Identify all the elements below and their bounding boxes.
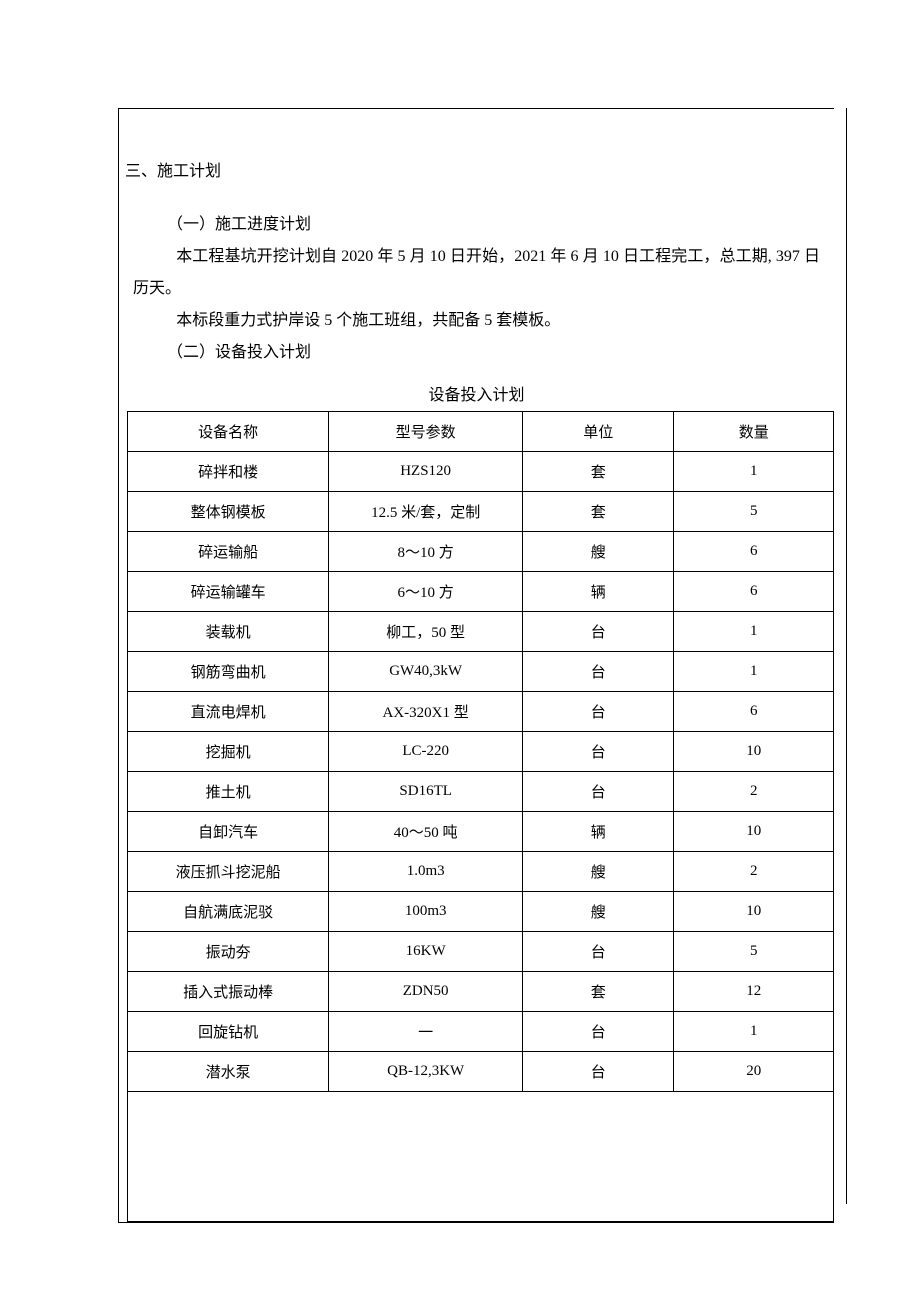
table-cell: GW40,3kW	[329, 652, 523, 692]
table-cell: 10	[674, 892, 834, 932]
table-cell: 6	[674, 572, 834, 612]
sub-heading-2: （二）设备投入计划	[119, 337, 834, 369]
table-cell: 潜水泵	[128, 1052, 329, 1092]
table-cell: 5	[674, 932, 834, 972]
table-cell: 挖掘机	[128, 732, 329, 772]
table-cell: 台	[522, 1012, 674, 1052]
table-cell: 6	[674, 692, 834, 732]
table-cell: 自卸汽车	[128, 812, 329, 852]
table-cell: 推土机	[128, 772, 329, 812]
table-cell: HZS120	[329, 452, 523, 492]
table-cell: 辆	[522, 572, 674, 612]
table-row: 钢筋弯曲机GW40,3kW台1	[128, 652, 834, 692]
table-cell: 2	[674, 772, 834, 812]
table-cell: 液压抓斗挖泥船	[128, 852, 329, 892]
table-cell: 台	[522, 652, 674, 692]
table-cell: 回旋钻机	[128, 1012, 329, 1052]
table-header-cell: 单位	[522, 412, 674, 452]
table-row: 自卸汽车40～50 吨辆10	[128, 812, 834, 852]
table-cell: LC-220	[329, 732, 523, 772]
table-cell: 1	[674, 452, 834, 492]
table-spacer-cell	[128, 1092, 834, 1222]
table-caption: 设备投入计划	[119, 381, 834, 405]
table-cell: 台	[522, 1052, 674, 1092]
table-cell: SD16TL	[329, 772, 523, 812]
table-cell: 6	[674, 532, 834, 572]
table-cell: 一	[329, 1012, 523, 1052]
table-row: 装载机柳工，50 型台1	[128, 612, 834, 652]
table-row: 插入式振动棒ZDN50套12	[128, 972, 834, 1012]
table-cell: 艘	[522, 532, 674, 572]
table-cell: AX-320X1 型	[329, 692, 523, 732]
table-cell: 20	[674, 1052, 834, 1092]
table-row: 碎运输罐车6～10 方辆6	[128, 572, 834, 612]
table-row: 回旋钻机一台1	[128, 1012, 834, 1052]
content-area: 三、施工计划 （一）施工进度计划 本工程基坑开挖计划自 2020 年 5 月 1…	[119, 109, 834, 1222]
table-cell: 装载机	[128, 612, 329, 652]
table-row: 推土机SD16TL台2	[128, 772, 834, 812]
table-row: 潜水泵QB-12,3KW台20	[128, 1052, 834, 1092]
table-row: 碎拌和楼HZS120套1	[128, 452, 834, 492]
page-frame: 三、施工计划 （一）施工进度计划 本工程基坑开挖计划自 2020 年 5 月 1…	[118, 108, 834, 1223]
table-header-cell: 型号参数	[329, 412, 523, 452]
table-cell: 整体钢模板	[128, 492, 329, 532]
equipment-table: 设备名称 型号参数 单位 数量 碎拌和楼HZS120套1整体钢模板12.5 米/…	[127, 411, 834, 1222]
sub-heading-1: （一）施工进度计划	[119, 209, 834, 241]
table-cell: 12.5 米/套，定制	[329, 492, 523, 532]
table-body: 碎拌和楼HZS120套1整体钢模板12.5 米/套，定制套5碎运输船8～10 方…	[128, 452, 834, 1222]
table-cell: 1	[674, 1012, 834, 1052]
table-row: 挖掘机LC-220台10	[128, 732, 834, 772]
table-row: 直流电焊机AX-320X1 型台6	[128, 692, 834, 732]
table-header-row: 设备名称 型号参数 单位 数量	[128, 412, 834, 452]
table-cell: 碎运输罐车	[128, 572, 329, 612]
table-cell: 台	[522, 732, 674, 772]
right-border	[846, 108, 847, 1204]
table-cell: 1	[674, 612, 834, 652]
table-cell: 套	[522, 452, 674, 492]
table-cell: 100m3	[329, 892, 523, 932]
section-heading: 三、施工计划	[119, 157, 834, 181]
table-cell: 1.0m3	[329, 852, 523, 892]
table-cell: 钢筋弯曲机	[128, 652, 329, 692]
table-cell: 台	[522, 692, 674, 732]
table-header-cell: 数量	[674, 412, 834, 452]
table-cell: 12	[674, 972, 834, 1012]
table-cell: 碎运输船	[128, 532, 329, 572]
table-cell: 6～10 方	[329, 572, 523, 612]
table-row: 振动夯16KW台5	[128, 932, 834, 972]
table-cell: 2	[674, 852, 834, 892]
table-cell: 辆	[522, 812, 674, 852]
table-row: 整体钢模板12.5 米/套，定制套5	[128, 492, 834, 532]
table-spacer-row	[128, 1092, 834, 1222]
table-header-cell: 设备名称	[128, 412, 329, 452]
table-cell: 自航满底泥驳	[128, 892, 329, 932]
table-cell: 套	[522, 972, 674, 1012]
table-cell: 10	[674, 812, 834, 852]
table-row: 液压抓斗挖泥船1.0m3艘2	[128, 852, 834, 892]
table-cell: 柳工，50 型	[329, 612, 523, 652]
table-cell: 艘	[522, 852, 674, 892]
paragraph-2: 本标段重力式护岸设 5 个施工班组，共配备 5 套模板。	[119, 305, 834, 337]
paragraph-1: 本工程基坑开挖计划自 2020 年 5 月 10 日开始，2021 年 6 月 …	[119, 241, 834, 305]
table-cell: 艘	[522, 892, 674, 932]
table-cell: 1	[674, 652, 834, 692]
table-cell: 碎拌和楼	[128, 452, 329, 492]
table-cell: 振动夯	[128, 932, 329, 972]
table-cell: 直流电焊机	[128, 692, 329, 732]
table-cell: QB-12,3KW	[329, 1052, 523, 1092]
table-cell: 插入式振动棒	[128, 972, 329, 1012]
table-cell: 40～50 吨	[329, 812, 523, 852]
table-cell: 台	[522, 772, 674, 812]
table-cell: 16KW	[329, 932, 523, 972]
table-cell: 台	[522, 612, 674, 652]
table-cell: 5	[674, 492, 834, 532]
table-cell: 台	[522, 932, 674, 972]
table-cell: ZDN50	[329, 972, 523, 1012]
table-cell: 8～10 方	[329, 532, 523, 572]
table-row: 自航满底泥驳100m3艘10	[128, 892, 834, 932]
table-cell: 10	[674, 732, 834, 772]
table-cell: 套	[522, 492, 674, 532]
table-row: 碎运输船8～10 方艘6	[128, 532, 834, 572]
